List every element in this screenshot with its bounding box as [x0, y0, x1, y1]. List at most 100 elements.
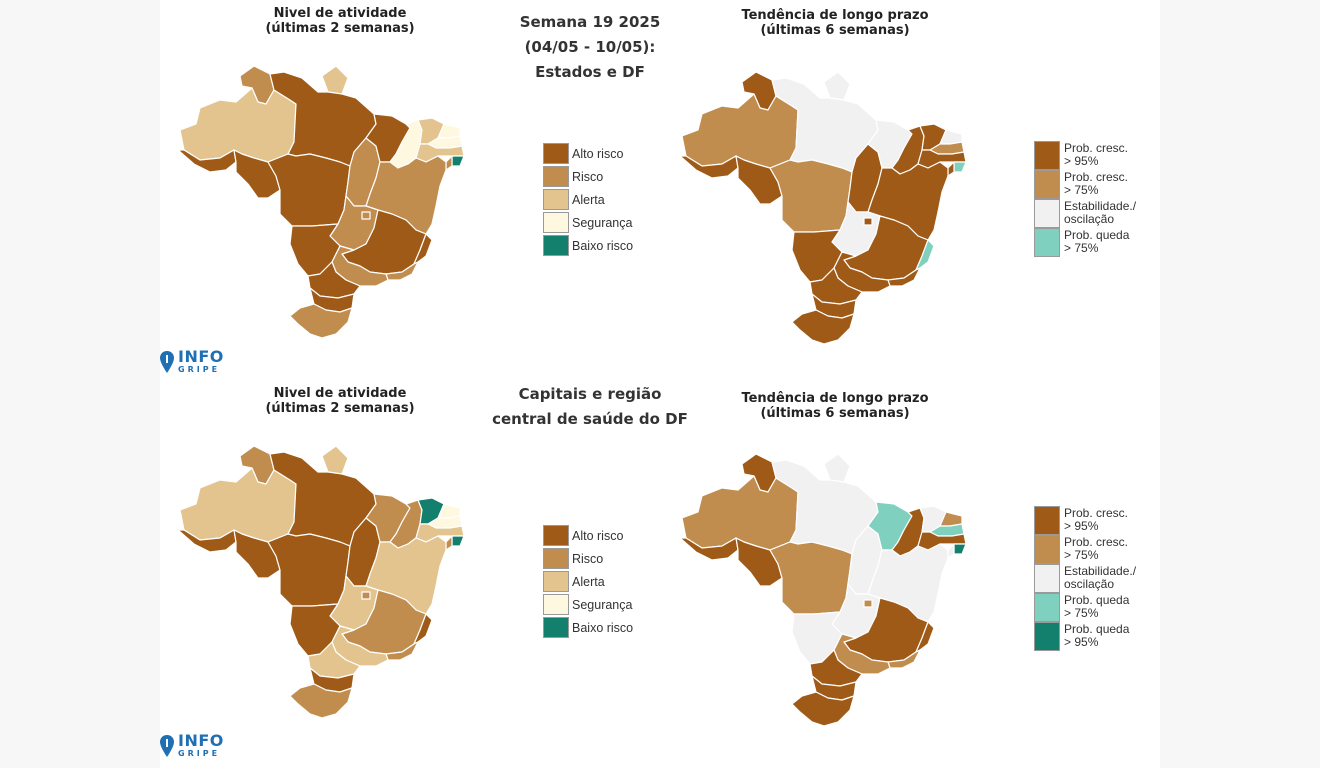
location-pin-icon [160, 735, 174, 757]
legend-label: Prob. cresc. [1064, 170, 1129, 184]
legend-swatch [543, 594, 569, 615]
title-line: Tendência de longo prazo [741, 391, 929, 406]
bottom-activity-map [177, 445, 465, 719]
state-ap [823, 453, 851, 483]
legend-item: Prob. cresc. > 75% [1034, 170, 1136, 199]
legend-label: Risco [572, 551, 604, 566]
legend-label: Segurança [572, 215, 633, 230]
legend-label: > 75% [1064, 241, 1099, 255]
legend-label: > 95% [1064, 635, 1099, 649]
legend-swatch [1034, 593, 1060, 622]
legend-label: Alerta [572, 192, 605, 207]
top-activity-title: Nivel de atividade (últimas 2 semanas) [240, 6, 440, 36]
legend-item: Segurança [543, 211, 633, 234]
legend-label: > 95% [1064, 154, 1099, 168]
bottom-activity-title: Nivel de atividade (últimas 2 semanas) [240, 386, 440, 416]
logo-word: GRIPE [178, 365, 221, 374]
legend-item: Segurança [543, 593, 633, 616]
state-se [445, 155, 453, 171]
title-line: Nivel de atividade [273, 6, 407, 21]
state-mt [769, 541, 853, 615]
state-ap [321, 65, 349, 95]
legend-swatch [543, 617, 569, 638]
legend-swatch [543, 143, 569, 164]
legend-label: > 75% [1064, 606, 1099, 620]
legend-swatch [543, 548, 569, 569]
logo-word: INFO [178, 347, 224, 366]
legend-swatch [1034, 622, 1060, 651]
state-rs [289, 683, 353, 719]
legend-swatch [543, 525, 569, 546]
state-am [179, 87, 297, 163]
legend-swatch [1034, 199, 1060, 228]
legend-label: Baixo risco [572, 238, 634, 253]
legend-swatch [543, 212, 569, 233]
legend-swatch [543, 571, 569, 592]
legend-item: Alto risco [543, 524, 633, 547]
legend-item: Prob. cresc. > 75% [1034, 535, 1136, 564]
state-ro [233, 149, 281, 199]
title-line: (últimas 6 semanas) [760, 406, 910, 421]
legend-item: Prob. cresc. > 95% [1034, 506, 1136, 535]
legend-label: > 75% [1064, 548, 1099, 562]
state-ro [233, 529, 281, 579]
state-df [361, 211, 371, 220]
title-line: Nivel de atividade [273, 386, 407, 401]
legend-item: Prob. queda > 75% [1034, 228, 1136, 257]
legend-label: Prob. queda [1064, 622, 1130, 636]
state-al [953, 161, 967, 173]
top-trend-map [679, 71, 967, 345]
legend-label: Alerta [572, 574, 605, 589]
state-am [681, 93, 799, 169]
state-mt [267, 153, 351, 227]
legend-label: Prob. cresc. [1064, 506, 1129, 520]
state-rs [289, 303, 353, 339]
state-mt [769, 159, 853, 233]
title-line: Capitais e região [518, 385, 662, 403]
state-df [863, 217, 873, 226]
legend-item: Baixo risco [543, 616, 633, 639]
state-rj [887, 649, 921, 669]
bottom-trend-legend: Prob. cresc. > 95% Prob. cresc. > 75% Estabi… [1034, 506, 1136, 651]
legend-item: Prob. queda > 75% [1034, 593, 1136, 622]
legend-label: Alto risco [572, 146, 624, 161]
bottom-center-title: Capitais e região central de saúde do DF [470, 382, 710, 432]
state-mt [267, 533, 351, 607]
state-se [445, 535, 453, 551]
legend-item: Estabilidade./oscilação [1034, 199, 1136, 228]
state-df [863, 599, 873, 608]
legend-label: oscilação [1064, 577, 1115, 591]
legend-swatch [543, 166, 569, 187]
title-line: Estados e DF [535, 63, 645, 81]
infogripe-logo: INFO GRIPE [160, 733, 224, 759]
legend-label: Segurança [572, 597, 633, 612]
bottom-trend-title: Tendência de longo prazo (últimas 6 sema… [720, 391, 950, 421]
title-line: (04/05 - 10/05): [524, 38, 656, 56]
legend-label: Estabilidade./ [1064, 199, 1137, 213]
state-rs [791, 309, 855, 345]
state-rj [385, 261, 419, 281]
legend-item: Alerta [543, 188, 633, 211]
legend-item: Prob. queda > 95% [1034, 622, 1136, 651]
state-al [451, 535, 465, 547]
state-ap [823, 71, 851, 101]
legend-label: Prob. queda [1064, 228, 1130, 242]
legend-item: Prob. cresc. > 95% [1034, 141, 1136, 170]
legend-item: Risco [543, 547, 633, 570]
state-rs [791, 691, 855, 727]
infogripe-logo: INFO GRIPE [160, 349, 224, 375]
state-al [953, 543, 967, 555]
state-ro [735, 155, 783, 205]
legend-label: Risco [572, 169, 604, 184]
legend-swatch [543, 189, 569, 210]
title-line: (últimas 2 semanas) [265, 21, 415, 36]
legend-swatch [1034, 170, 1060, 199]
legend-swatch [1034, 141, 1060, 170]
legend-swatch [1034, 506, 1060, 535]
bottom-trend-map [679, 453, 967, 727]
state-rj [887, 267, 921, 287]
state-am [179, 467, 297, 543]
legend-item: Risco [543, 165, 633, 188]
legend-item: Alto risco [543, 142, 633, 165]
